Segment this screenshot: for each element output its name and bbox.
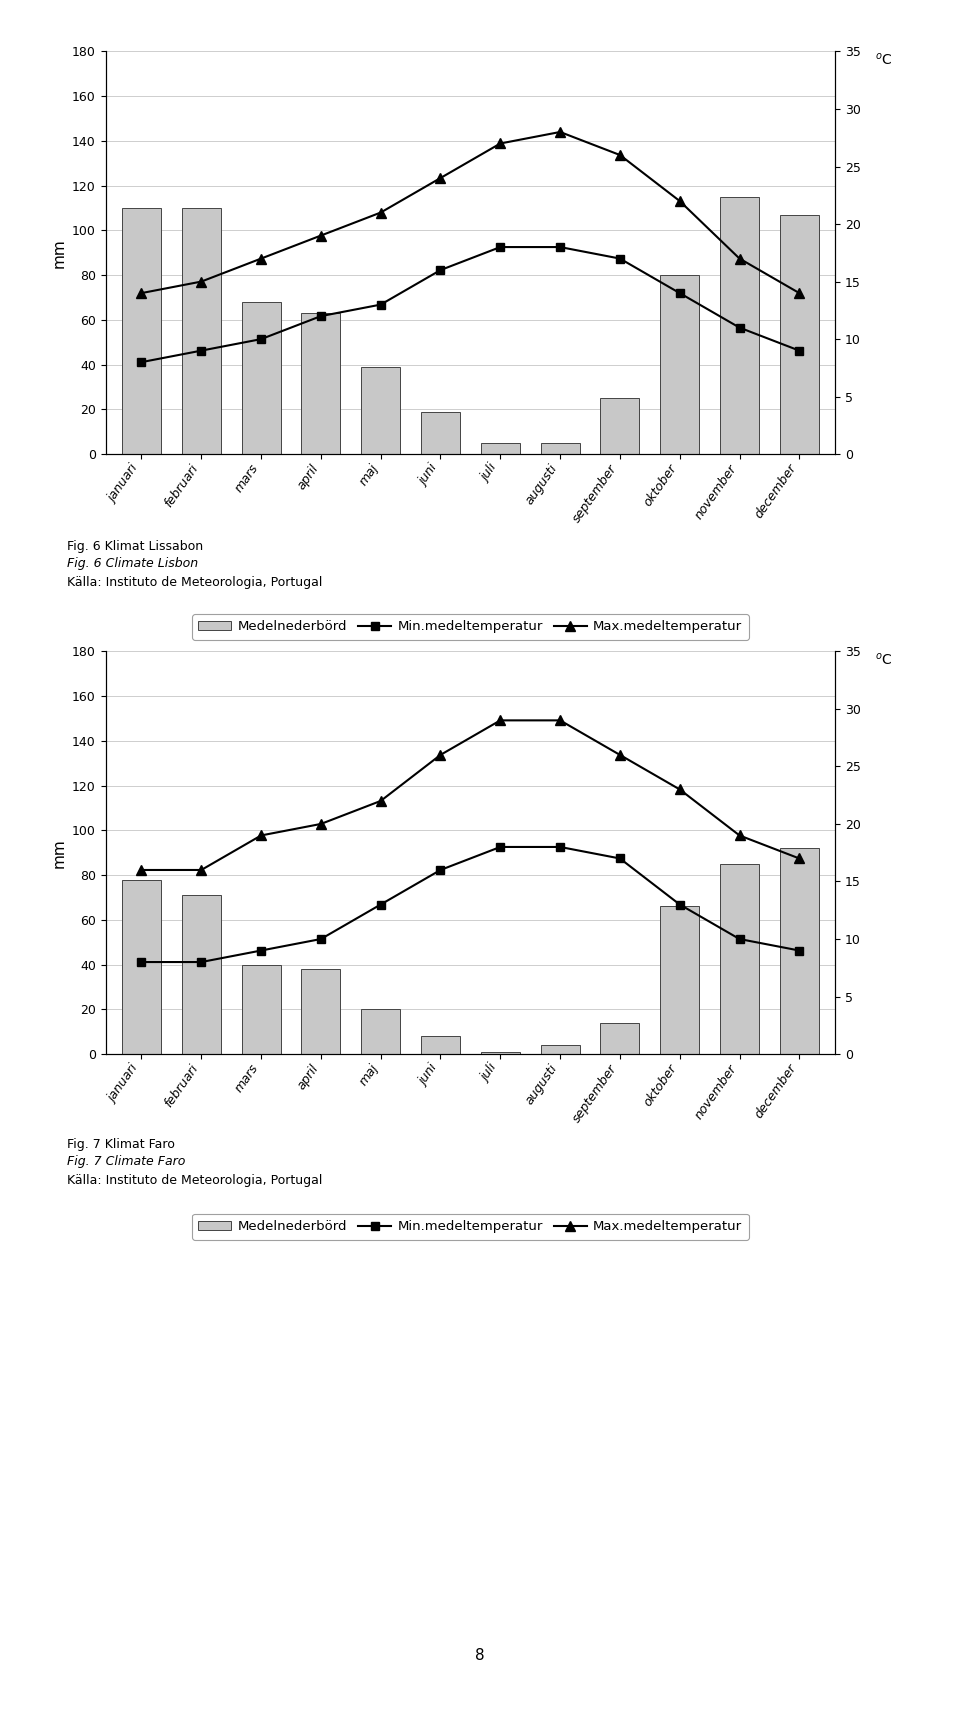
Text: $^o$C: $^o$C <box>876 51 893 67</box>
Bar <box>481 442 519 454</box>
Text: $^o$C: $^o$C <box>876 651 893 667</box>
Bar <box>421 1037 460 1054</box>
Bar <box>780 214 819 454</box>
Bar <box>301 314 341 454</box>
Bar <box>181 207 221 454</box>
Bar <box>122 207 161 454</box>
Bar <box>361 1010 400 1054</box>
Text: Fig. 7 Klimat Faro: Fig. 7 Klimat Faro <box>67 1138 175 1152</box>
Bar <box>242 965 280 1054</box>
Bar <box>301 968 341 1054</box>
Bar <box>780 848 819 1054</box>
Text: Fig. 7 Climate Faro: Fig. 7 Climate Faro <box>67 1155 185 1169</box>
Bar <box>720 864 759 1054</box>
Bar <box>122 879 161 1054</box>
Bar <box>660 276 699 454</box>
Bar <box>540 442 580 454</box>
Legend: Medelnederbörd, Min.medeltemperatur, Max.medeltemperatur: Medelnederbörd, Min.medeltemperatur, Max… <box>192 614 749 639</box>
Text: Fig. 6 Klimat Lissabon: Fig. 6 Klimat Lissabon <box>67 540 204 554</box>
Bar <box>600 1023 639 1054</box>
Bar <box>361 367 400 454</box>
Bar <box>481 1052 519 1054</box>
Bar <box>540 1046 580 1054</box>
Text: Källa: Instituto de Meteorologia, Portugal: Källa: Instituto de Meteorologia, Portug… <box>67 1174 323 1188</box>
Bar <box>720 197 759 454</box>
Text: Fig. 6 Climate Lisbon: Fig. 6 Climate Lisbon <box>67 557 199 571</box>
Bar <box>421 411 460 454</box>
Bar <box>660 907 699 1054</box>
Bar <box>600 398 639 454</box>
Bar <box>242 302 280 454</box>
Text: Källa: Instituto de Meteorologia, Portugal: Källa: Instituto de Meteorologia, Portug… <box>67 576 323 590</box>
Text: 8: 8 <box>475 1647 485 1663</box>
Y-axis label: mm: mm <box>52 838 66 867</box>
Y-axis label: mm: mm <box>52 238 66 267</box>
Bar <box>181 895 221 1054</box>
Legend: Medelnederbörd, Min.medeltemperatur, Max.medeltemperatur: Medelnederbörd, Min.medeltemperatur, Max… <box>192 1214 749 1239</box>
